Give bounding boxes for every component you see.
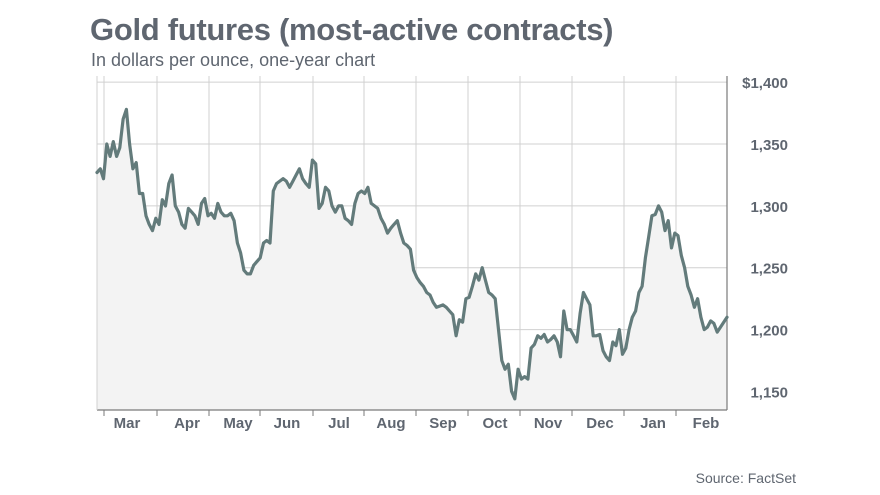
series-line: [95, 107, 729, 401]
y-tick-label: 1,250: [750, 261, 788, 278]
x-tick-label: May: [223, 415, 253, 432]
y-tick-labels: 1,150 1,200 1,250 1,300 1,350 $1,400: [742, 75, 788, 401]
x-tick-label: Feb: [693, 415, 720, 432]
x-tick-label: Jul: [328, 415, 350, 432]
x-tick-marks: [103, 410, 677, 416]
x-tick-label: Oct: [482, 415, 507, 432]
x-tick-label: Sep: [429, 415, 457, 432]
y-tick-label: 1,150: [750, 384, 788, 401]
x-tick-label: Dec: [586, 415, 614, 432]
x-tick-label: Jan: [640, 415, 666, 432]
x-tick-labels: Mar Apr May Jun Jul Aug Sep Oct Nov Dec Jan Feb: [114, 415, 720, 432]
x-tick-label: Nov: [534, 415, 563, 432]
y-tick-label: 1,350: [750, 137, 788, 154]
source-note: Source: FactSet: [695, 470, 796, 486]
y-tick-label: $1,400: [742, 75, 788, 92]
y-tick-label: 1,200: [750, 323, 788, 340]
x-tick-label: Mar: [114, 415, 141, 432]
y-tick-label: 1,300: [750, 199, 788, 216]
chart-title: Gold futures (most-active contracts): [90, 12, 614, 47]
x-tick-label: Apr: [174, 415, 200, 432]
x-tick-label: Jun: [274, 415, 301, 432]
chart-subtitle: In dollars per ounce, one-year chart: [91, 50, 376, 70]
x-tick-label: Aug: [376, 415, 405, 432]
